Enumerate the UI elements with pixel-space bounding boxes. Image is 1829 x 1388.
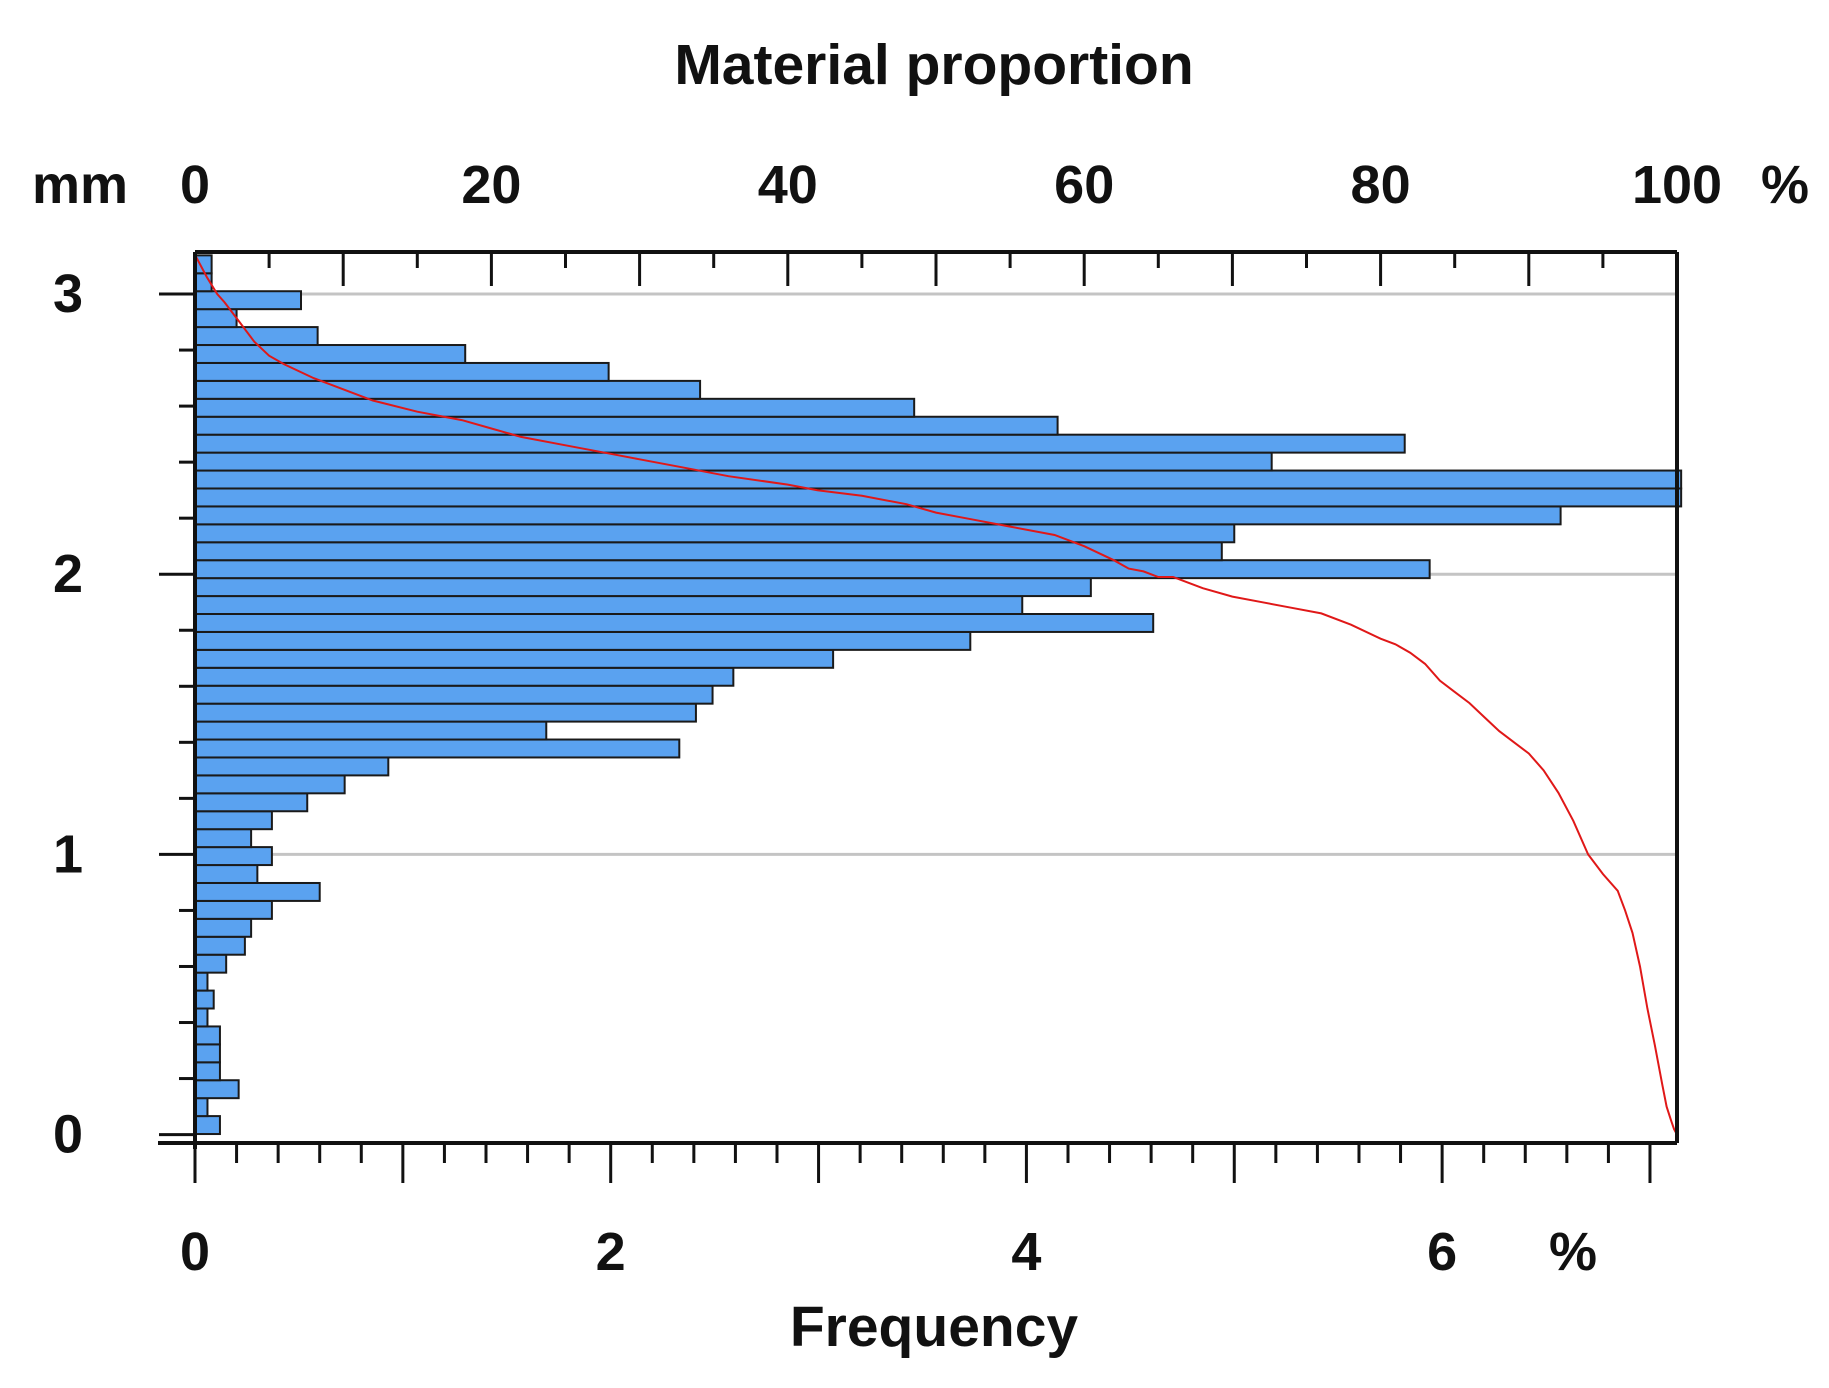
bar-39 (194, 415, 1059, 436)
bar-18 (194, 792, 309, 813)
bar-42 (194, 361, 610, 382)
axes (158, 250, 1679, 1183)
bar-12 (194, 899, 273, 920)
bar-22 (194, 720, 548, 741)
bar-46 (194, 290, 303, 311)
bar-11 (194, 917, 253, 938)
bar-37 (194, 451, 1273, 472)
top-tick-label: 100 (1632, 155, 1722, 215)
bar-13 (194, 881, 321, 902)
bar-31 (194, 559, 1431, 580)
bar-23 (194, 702, 697, 723)
bar-20 (194, 756, 390, 777)
bar-30 (194, 577, 1092, 598)
bar-33 (194, 523, 1236, 544)
bar-32 (194, 541, 1223, 562)
left-tick-label: 0 (53, 1105, 83, 1165)
left-axis-unit: mm (32, 155, 128, 215)
left-tick-label: 3 (53, 264, 83, 324)
top-axis-unit: % (1761, 155, 1809, 215)
bar-45 (194, 308, 238, 329)
bar-7 (194, 989, 215, 1010)
bar-29 (194, 595, 1024, 616)
top-tick-label: 80 (1351, 155, 1411, 215)
bar-36 (194, 469, 1683, 490)
bar-16 (194, 828, 253, 849)
bar-10 (194, 935, 246, 956)
histogram-bars (194, 254, 1683, 1136)
bar-0 (194, 1115, 221, 1136)
bar-26 (194, 648, 835, 669)
left-tick-label: 1 (53, 824, 83, 884)
bar-5 (194, 1025, 221, 1046)
top-tick-label: 0 (180, 155, 210, 215)
bar-41 (194, 379, 702, 400)
bar-15 (194, 846, 273, 867)
bar-3 (194, 1061, 221, 1082)
bottom-tick-label: 4 (1011, 1222, 1041, 1282)
bar-17 (194, 810, 273, 831)
curve-line (194, 254, 1678, 1136)
bar-24 (194, 684, 714, 705)
bottom-axis-title: Frequency (790, 1295, 1079, 1359)
bar-25 (194, 666, 735, 687)
tick-labels: 0 1 2 3 0 20 40 60 80 100 0 2 4 6 (53, 155, 1722, 1282)
material-proportion-curve (194, 254, 1678, 1136)
top-tick-label: 40 (758, 155, 818, 215)
bottom-tick-label: 6 (1427, 1222, 1457, 1282)
bar-9 (194, 953, 228, 974)
bar-34 (194, 505, 1562, 526)
bar-38 (194, 433, 1406, 454)
bar-14 (194, 864, 259, 884)
bar-28 (194, 613, 1155, 633)
top-tick-label: 20 (461, 155, 521, 215)
bar-40 (194, 397, 916, 418)
bar-2 (194, 1079, 240, 1100)
bar-19 (194, 774, 346, 795)
bottom-axis-unit: % (1549, 1222, 1597, 1282)
bar-4 (194, 1043, 221, 1064)
bottom-tick-label: 0 (180, 1222, 210, 1282)
top-tick-label: 60 (1054, 155, 1114, 215)
bar-21 (194, 738, 681, 759)
bar-35 (194, 487, 1683, 508)
top-axis-title: Material proportion (674, 33, 1193, 97)
bar-27 (194, 630, 972, 651)
bar-43 (194, 344, 467, 364)
left-tick-label: 2 (53, 544, 83, 604)
bottom-tick-label: 2 (596, 1222, 626, 1282)
